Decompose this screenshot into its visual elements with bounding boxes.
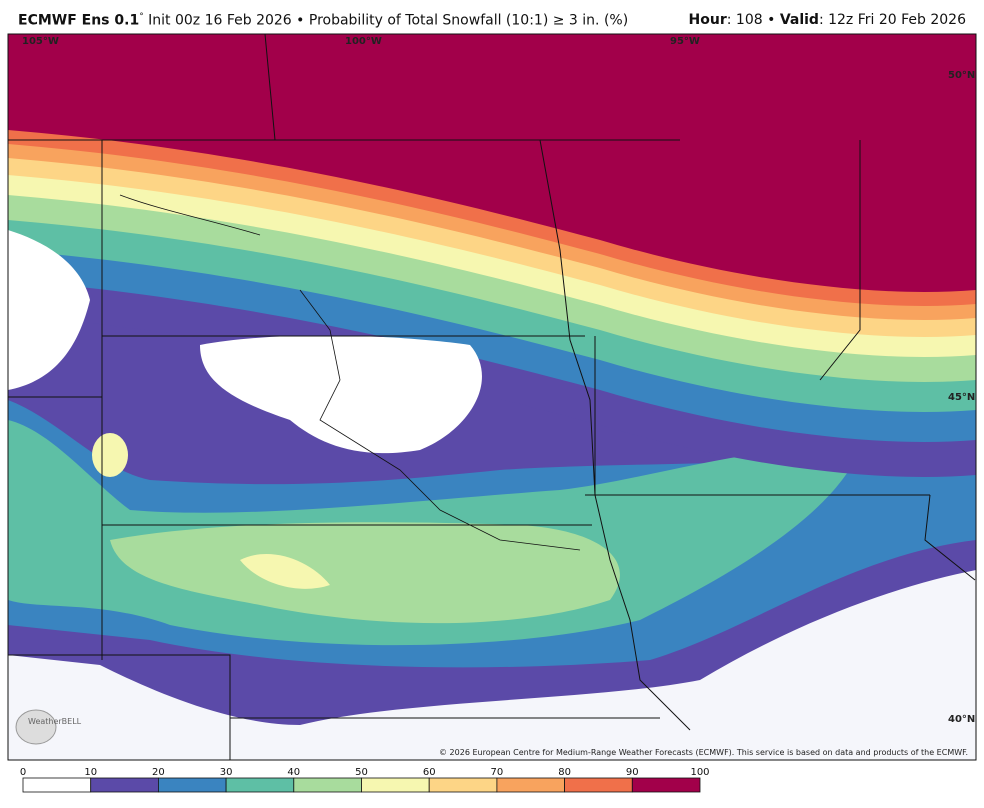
lon-label: 105°W [22, 36, 59, 47]
hour-label: Hour [688, 12, 727, 28]
description: Init 00z 16 Feb 2026 • Probability of To… [148, 12, 629, 29]
color-swatch [496, 777, 565, 793]
low-region [8, 230, 90, 390]
lon-label: 100°W [345, 36, 382, 47]
lon-label: 95°W [670, 36, 700, 47]
color-swatch [90, 777, 159, 793]
lat-label: 50°N [948, 70, 975, 81]
lat-label: 40°N [948, 714, 975, 725]
valid-value: : 12z Fri 20 Feb 2026 [818, 12, 966, 28]
river-borders [264, 34, 976, 731]
copyright: © 2026 European Centre for Medium-Range … [439, 748, 968, 757]
colorbar-tick-label: 100 [690, 767, 709, 778]
model: ECMWF Ens 0.1 [18, 12, 140, 29]
north-band [8, 34, 976, 292]
watermark-logo [15, 709, 57, 745]
color-swatch [293, 777, 362, 793]
color-swatch [428, 777, 498, 793]
color-swatch [564, 777, 633, 793]
watermark: WeatherBELL [28, 717, 82, 726]
color-swatch [157, 777, 227, 793]
graticule-labels: 105°W 100°W 95°W 50°N 45°N 40°N [22, 36, 975, 725]
header-right: Hour: 108 • Valid: 12z Fri 20 Feb 2026 [689, 12, 966, 28]
state-lines [8, 139, 930, 760]
color-swatch [361, 777, 430, 793]
colorbar-tick-label: 20 [152, 767, 165, 778]
valid-label: Valid [779, 12, 819, 28]
degree: ° [139, 12, 144, 22]
color-swatch [225, 777, 295, 793]
header-left: ECMWF Ens 0.1° Init 00z 16 Feb 2026 • Pr… [18, 12, 628, 29]
colorbar-tick-label: 70 [491, 767, 504, 778]
borders [8, 34, 976, 760]
probability-field [8, 34, 976, 760]
colorbar-tick-label: 50 [355, 767, 368, 778]
colorbar-tick-label: 90 [626, 767, 639, 778]
colorbar: 0 10 20 30 40 50 60 70 80 90 100 [20, 767, 710, 793]
map-frame [7, 33, 977, 761]
south-region [240, 554, 330, 589]
low-region [690, 575, 976, 760]
color-swatch [631, 777, 701, 793]
lat-label: 45°N [948, 392, 975, 403]
color-swatch [22, 777, 92, 793]
colorbar-tick-label: 10 [84, 767, 97, 778]
hour-value: : 108 • [726, 12, 780, 28]
colorbar-tick-label: 40 [287, 767, 300, 778]
colorbar-tick-label: 0 [20, 767, 26, 778]
south-region [110, 522, 620, 624]
colorbar-tick-label: 30 [220, 767, 233, 778]
colorbar-tick-label: 60 [423, 767, 436, 778]
south-region [92, 433, 128, 477]
low-region [200, 335, 482, 454]
colorbar-tick-label: 80 [558, 767, 571, 778]
rivers [119, 194, 581, 551]
